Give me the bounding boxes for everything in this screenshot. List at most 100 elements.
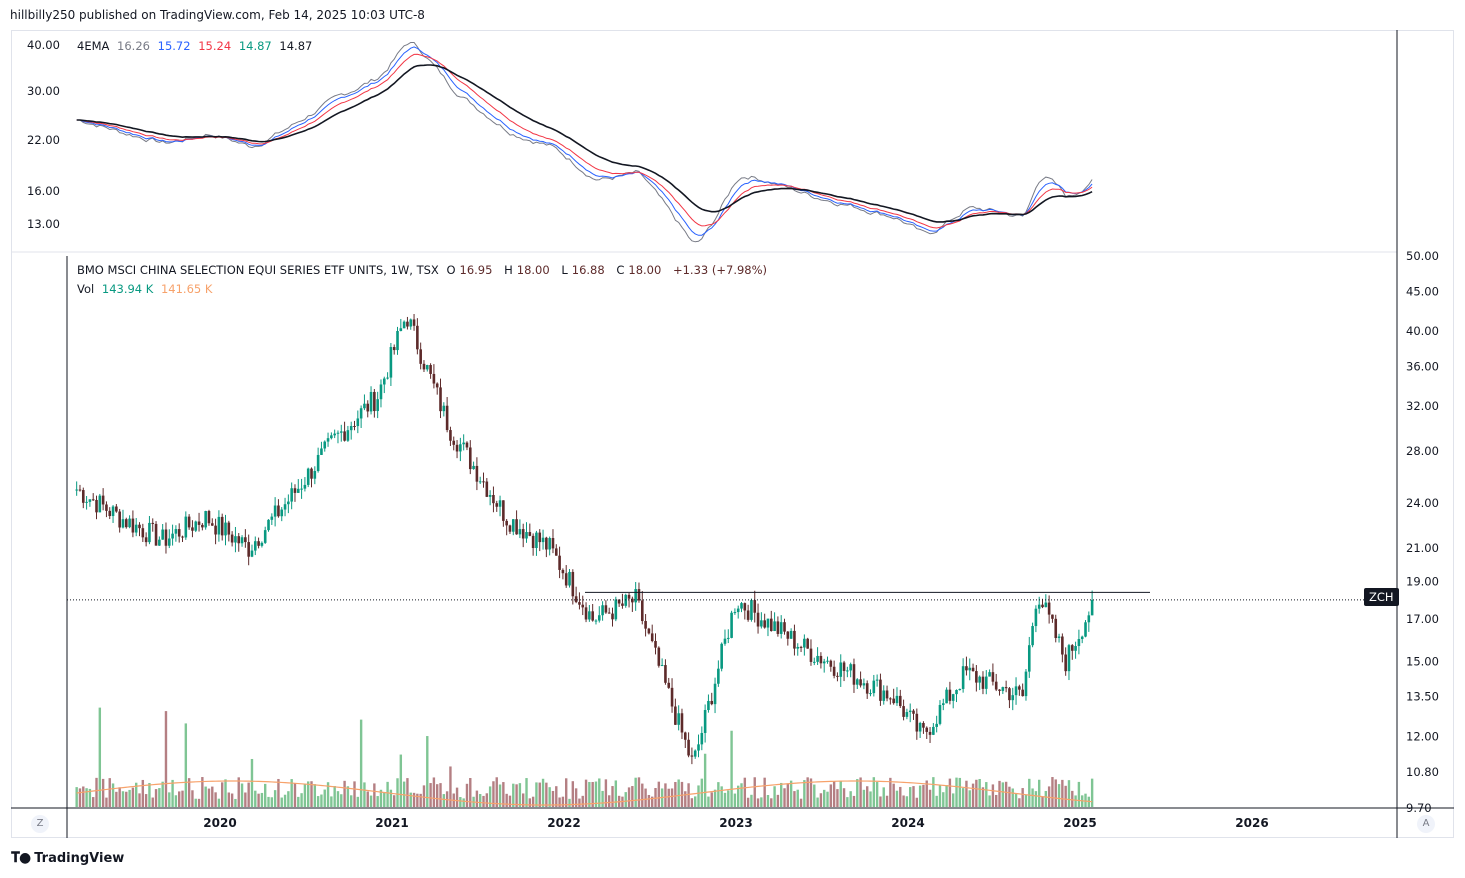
volume-bar	[227, 792, 231, 807]
volume-bar	[981, 787, 985, 807]
main-y-tick-label: 21.00	[1406, 541, 1439, 555]
candle-body	[1031, 626, 1034, 646]
candle-body	[455, 444, 459, 452]
volume-bar	[859, 777, 862, 807]
candle-body	[581, 604, 585, 608]
volume-bar	[875, 782, 879, 807]
volume-bar	[171, 779, 174, 807]
candle-body	[965, 666, 968, 671]
volume-bar	[383, 792, 386, 807]
candle-body	[412, 319, 416, 326]
candle-body	[941, 703, 945, 706]
candle-body	[207, 511, 211, 524]
volume-bar	[991, 784, 995, 807]
volume-bar	[485, 793, 489, 807]
volume-bar	[264, 783, 267, 807]
volume-bar	[168, 792, 171, 807]
candle-body	[118, 511, 121, 528]
chart-frame	[11, 30, 1454, 838]
ema-legend-label: 4EMA	[77, 39, 110, 53]
ema-legend: 4EMA 16.26 15.72 15.24 14.87 14.87	[77, 39, 316, 53]
candle-body	[247, 542, 250, 557]
candle-body	[776, 621, 780, 634]
candle-body	[1041, 604, 1044, 608]
volume-ma-line	[76, 780, 1093, 806]
candle-body	[177, 529, 181, 537]
candle-body	[812, 661, 816, 663]
candle-body	[468, 447, 472, 470]
volume-bar	[436, 784, 439, 807]
volume-bar	[1001, 782, 1005, 807]
candle-body	[627, 594, 631, 599]
ohlc-close-label: C	[616, 263, 625, 277]
volume-bar	[211, 786, 214, 807]
zoom-mode-button[interactable]: Z	[31, 815, 49, 833]
volume-bar	[1004, 781, 1008, 807]
candle-body	[1027, 645, 1031, 672]
volume-bar	[406, 778, 409, 807]
candle-body	[836, 675, 839, 677]
candle-body	[134, 524, 138, 533]
volume-bar	[925, 780, 928, 807]
volume-bar	[369, 795, 373, 807]
candle-body	[488, 495, 492, 497]
candle-body	[1070, 645, 1074, 651]
auto-scale-button[interactable]: A	[1417, 815, 1435, 833]
volume-bar	[895, 790, 899, 807]
main-y-tick-label: 19.00	[1406, 575, 1439, 589]
volume-bar	[141, 779, 145, 807]
volume-bar	[313, 784, 317, 807]
volume-bar	[419, 793, 422, 807]
volume-bar	[1054, 779, 1057, 807]
volume-bar	[538, 782, 541, 807]
volume-bar	[379, 789, 383, 807]
volume-bar	[680, 781, 684, 807]
volume-bar	[568, 798, 571, 807]
candle-body	[902, 706, 905, 717]
volume-bar	[1008, 786, 1011, 807]
footer-brand-text: TradingView	[34, 850, 125, 866]
ohlc-open-value: 16.95	[459, 263, 493, 277]
candle-body	[138, 524, 141, 529]
volume-bar	[1051, 777, 1054, 807]
volume-bar	[740, 783, 743, 807]
volume-bar	[717, 782, 720, 807]
volume-bar	[148, 782, 151, 807]
volume-bar	[885, 795, 889, 807]
candle-body	[892, 698, 895, 704]
volume-bar	[664, 783, 667, 807]
candle-body	[320, 448, 323, 455]
candle-body	[167, 538, 171, 546]
candle-body	[796, 646, 800, 649]
candle-body	[558, 555, 561, 570]
volume-bar	[978, 778, 981, 807]
candle-body	[518, 529, 522, 535]
symbol-price-badge: ZCH	[1364, 588, 1399, 606]
candle-body	[432, 373, 436, 384]
volume-bar	[88, 788, 92, 807]
main-legend: BMO MSCI CHINA SELECTION EQUI SERIES ETF…	[77, 263, 771, 277]
main-y-tick-label: 10.80	[1406, 765, 1439, 779]
top-y-tick-label: 40.00	[27, 38, 60, 52]
candle-body	[710, 700, 714, 705]
volume-bar	[502, 782, 505, 807]
volume-bar	[158, 788, 161, 807]
ohlc-high-value: 18.00	[516, 263, 550, 277]
volume-bar	[230, 793, 234, 807]
symbol-title: BMO MSCI CHINA SELECTION EQUI SERIES ETF…	[77, 263, 439, 277]
volume-bar	[889, 777, 892, 807]
volume-bar	[558, 797, 561, 807]
volume-bar	[455, 787, 459, 807]
candle-body	[91, 499, 95, 501]
volume-bar	[310, 781, 313, 807]
candle-body	[607, 612, 611, 614]
volume-bar	[770, 798, 773, 807]
candle-body	[128, 518, 131, 528]
volume-bar	[677, 779, 680, 807]
volume-bar	[449, 766, 452, 807]
volume-bar	[737, 785, 740, 807]
volume-bar	[760, 797, 763, 807]
candle-body	[631, 598, 634, 603]
volume-bar	[277, 778, 280, 807]
